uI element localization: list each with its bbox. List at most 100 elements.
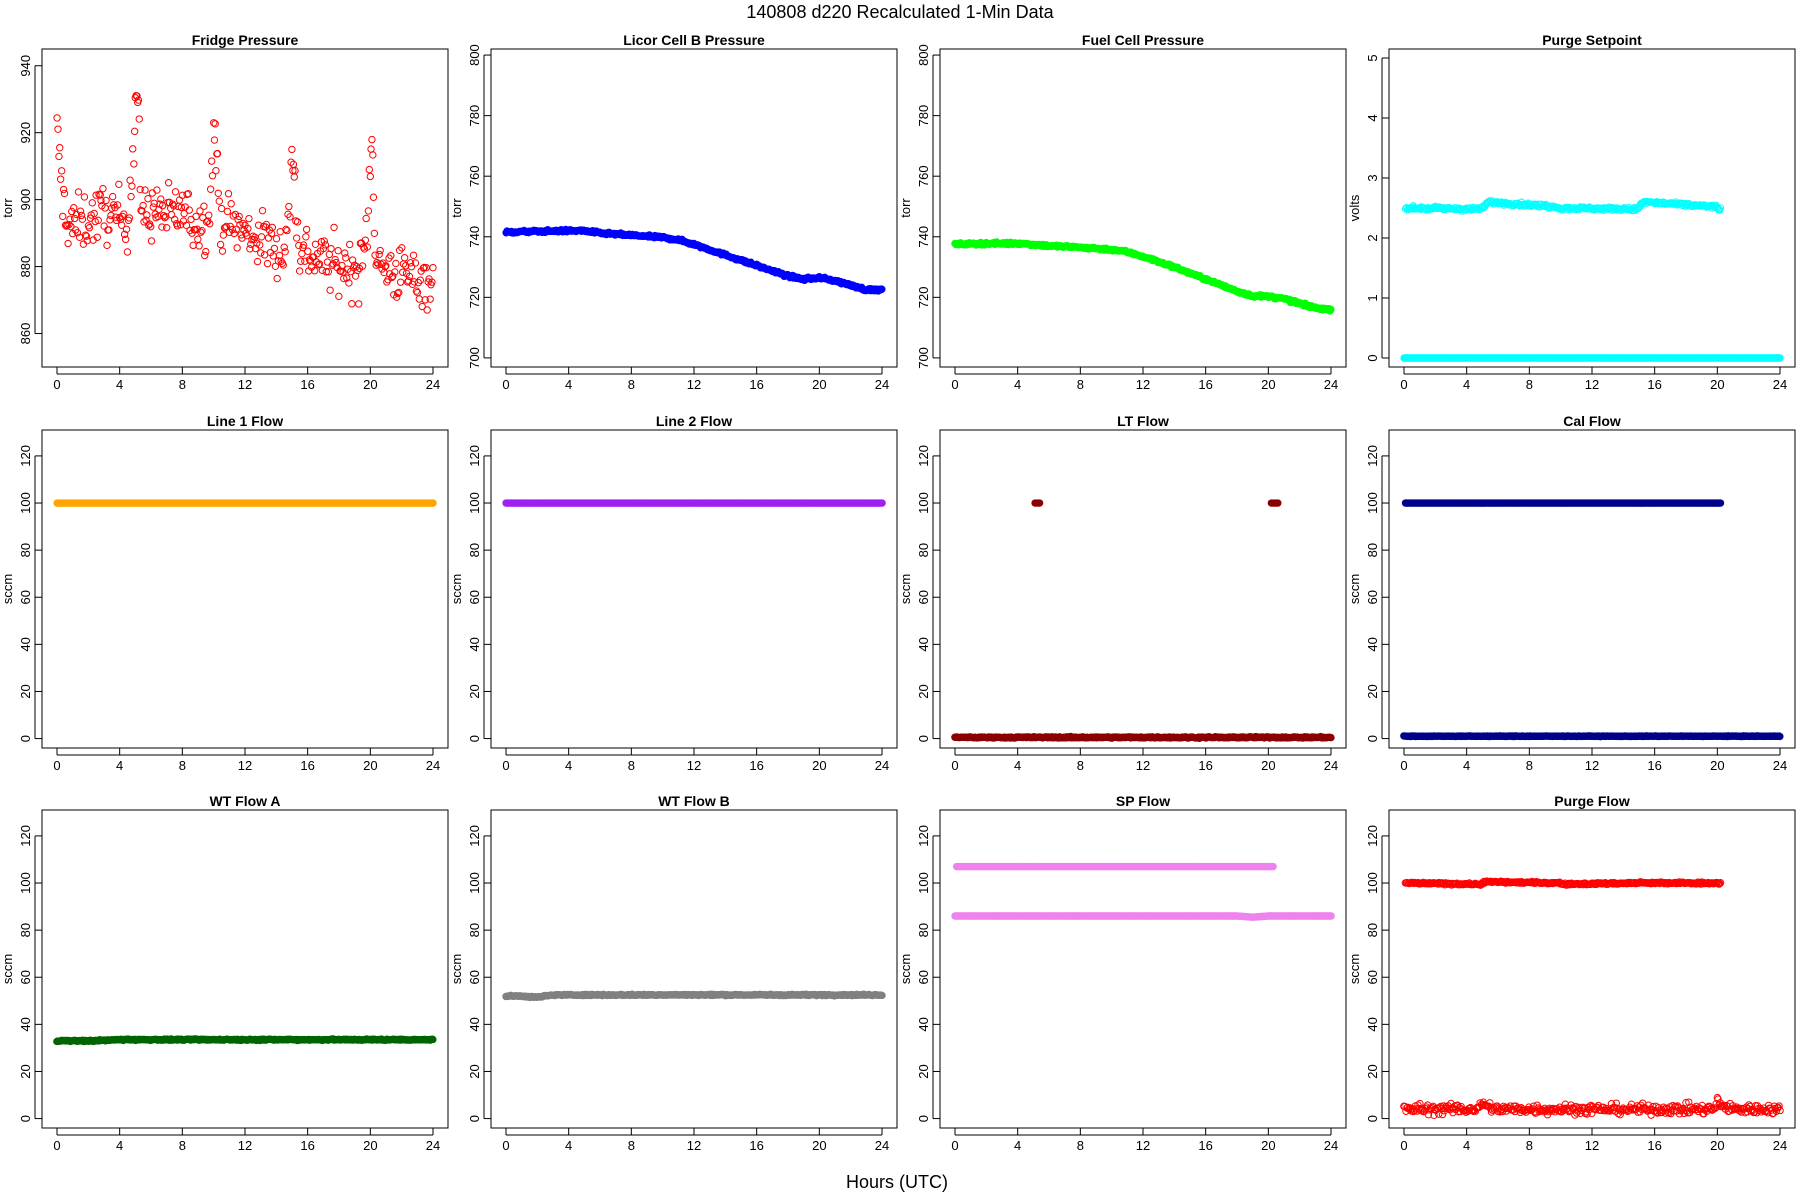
y-tick-label: 700 xyxy=(916,347,931,369)
data-point xyxy=(185,206,194,214)
data-point xyxy=(153,186,161,194)
y-tick-label: 0 xyxy=(467,735,482,742)
x-tick-label: 24 xyxy=(426,1138,440,1153)
x-tick-label: 12 xyxy=(238,377,252,392)
data-point xyxy=(73,228,82,237)
data-points xyxy=(53,91,437,314)
data-point xyxy=(364,207,373,215)
y-tick-label: 120 xyxy=(467,825,482,847)
data-point xyxy=(210,119,218,127)
x-tick-label: 0 xyxy=(951,377,958,392)
data-point xyxy=(200,202,208,210)
x-tick-label: 12 xyxy=(238,758,252,773)
x-tick-label: 0 xyxy=(53,758,60,773)
data-point xyxy=(398,268,407,276)
y-tick-label: 900 xyxy=(18,189,33,211)
data-point xyxy=(257,233,266,241)
y-tick-label: 740 xyxy=(916,226,931,248)
data-point xyxy=(129,145,137,153)
data-point xyxy=(263,259,272,268)
y-tick-label: 20 xyxy=(18,1064,33,1078)
data-point xyxy=(173,222,182,230)
data-point xyxy=(315,260,324,268)
data-point xyxy=(302,233,310,241)
data-point xyxy=(60,189,69,198)
data-point xyxy=(86,214,95,222)
data-point xyxy=(125,214,134,222)
x-tick-label: 4 xyxy=(1014,758,1021,773)
data-point xyxy=(102,196,110,205)
data-point xyxy=(395,246,404,255)
data-point xyxy=(426,295,434,303)
data-point xyxy=(235,212,243,221)
data-points xyxy=(1400,197,1784,362)
data-point xyxy=(212,166,220,175)
data-point xyxy=(105,226,113,234)
x-tick-label: 8 xyxy=(628,1138,635,1153)
data-point xyxy=(365,165,374,174)
x-tick-label: 8 xyxy=(1077,377,1084,392)
data-point xyxy=(182,221,191,230)
x-tick-label: 12 xyxy=(687,377,701,392)
data-point xyxy=(78,215,87,223)
y-axis-label: sccm xyxy=(0,954,15,984)
data-point xyxy=(130,160,138,168)
data-point xyxy=(251,244,260,253)
data-point xyxy=(1327,305,1335,314)
data-point xyxy=(245,214,253,223)
data-point xyxy=(1776,732,1784,741)
data-point xyxy=(346,240,354,249)
data-point xyxy=(376,246,384,255)
y-tick-label: 20 xyxy=(467,684,482,698)
panel-title: Line 2 Flow xyxy=(656,413,732,429)
data-point xyxy=(319,244,328,253)
data-point xyxy=(195,242,203,250)
data-point xyxy=(322,268,330,276)
y-tick-label: 940 xyxy=(18,55,33,77)
data-point xyxy=(218,247,227,255)
data-point xyxy=(74,188,83,196)
data-points xyxy=(951,238,1335,315)
x-tick-label: 8 xyxy=(628,758,635,773)
data-point xyxy=(412,287,421,295)
data-point xyxy=(150,199,158,207)
data-point xyxy=(135,115,143,123)
y-tick-label: 60 xyxy=(18,970,33,984)
data-point xyxy=(262,220,271,229)
data-point xyxy=(244,224,252,233)
y-axis-label: sccm xyxy=(449,574,464,604)
y-tick-label: 0 xyxy=(18,1115,33,1122)
x-tick-label: 12 xyxy=(1136,377,1150,392)
data-point xyxy=(205,211,213,219)
data-point xyxy=(144,221,153,229)
data-point xyxy=(429,1035,437,1044)
data-point xyxy=(270,244,279,253)
data-point xyxy=(113,201,122,209)
data-point xyxy=(286,213,294,221)
data-point xyxy=(291,166,299,175)
y-tick-label: 120 xyxy=(1365,445,1380,467)
data-points xyxy=(53,499,437,507)
data-point xyxy=(55,152,63,161)
y-tick-label: 20 xyxy=(467,1064,482,1078)
data-point xyxy=(170,215,179,224)
data-point xyxy=(396,278,405,286)
data-point xyxy=(1274,499,1282,507)
x-tick-label: 8 xyxy=(628,377,635,392)
data-point xyxy=(233,244,241,252)
data-point xyxy=(141,186,149,194)
x-tick-label: 24 xyxy=(1773,377,1787,392)
data-point xyxy=(57,167,66,175)
data-point xyxy=(331,255,339,264)
y-tick-label: 40 xyxy=(1365,637,1380,651)
data-point xyxy=(223,207,232,216)
data-points xyxy=(502,225,886,295)
y-tick-label: 700 xyxy=(467,347,482,369)
data-point xyxy=(53,114,61,122)
data-point xyxy=(206,185,215,193)
